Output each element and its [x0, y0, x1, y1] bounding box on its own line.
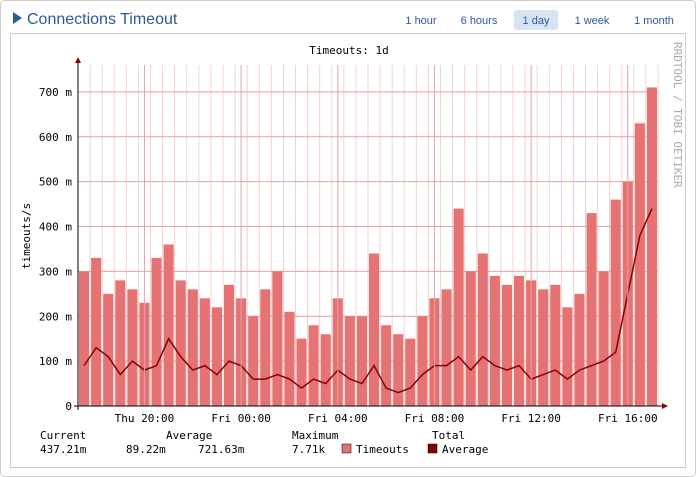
bar — [381, 325, 392, 406]
time-tab[interactable]: 1 hour — [405, 15, 437, 27]
bar — [634, 123, 645, 406]
bar — [477, 253, 488, 406]
legend-header: Current — [40, 429, 86, 442]
bar — [562, 307, 573, 406]
chart-title: Timeouts: 1d — [309, 44, 388, 57]
legend-value: 89.22m — [126, 443, 166, 456]
bar — [115, 280, 126, 406]
bar — [393, 334, 404, 406]
y-tick-label: 600 m — [39, 131, 72, 144]
y-tick-label: 0 — [65, 400, 72, 413]
y-tick-label: 300 m — [39, 265, 72, 278]
bar — [224, 284, 235, 406]
bar — [465, 271, 476, 406]
bar — [550, 284, 561, 406]
bar — [501, 284, 512, 406]
bar — [175, 280, 186, 406]
legend-header: Average — [166, 429, 212, 442]
x-tick-label: Fri 12:00 — [501, 412, 561, 425]
bar — [405, 338, 416, 406]
legend-swatch — [341, 443, 352, 454]
y-tick-label: 500 m — [39, 176, 72, 189]
legend-entry: Average — [442, 443, 488, 456]
legend-entry: Timeouts — [356, 443, 409, 456]
bar — [610, 199, 621, 406]
legend-header: Maximum — [292, 429, 339, 442]
tabs: 1 hour 6 hours 1 day 1 week 1 month — [405, 10, 674, 30]
y-axis-label: timeouts/s — [20, 203, 33, 269]
time-tab[interactable]: 6 hours — [461, 15, 498, 27]
bar — [320, 334, 331, 406]
bar — [79, 271, 90, 406]
legend-header: Total — [432, 429, 465, 442]
bar — [248, 316, 259, 406]
bar — [308, 325, 319, 406]
active-tab-bg — [514, 10, 558, 30]
legend-swatch — [427, 443, 438, 454]
legend-value: 721.63m — [198, 443, 245, 456]
x-tick-label: Fri 08:00 — [405, 412, 465, 425]
bar — [574, 293, 585, 406]
bar — [441, 289, 452, 406]
y-tick-label: 200 m — [39, 310, 72, 323]
bar — [199, 298, 210, 406]
bar — [453, 208, 464, 406]
bar — [344, 316, 355, 406]
bar — [369, 253, 380, 406]
y-arrow — [75, 57, 81, 63]
legend: Current Average Maximum Total 437.21m 89.22m 7… — [40, 429, 488, 456]
bar — [646, 87, 657, 407]
panel-title: Connections Timeout — [27, 11, 178, 28]
plot: 0 100 m 200 m 300 m 400 m 500 m 600 m 700 m Thu … — [39, 57, 668, 425]
time-tab[interactable]: 1 week — [575, 15, 610, 27]
bar — [489, 275, 500, 406]
y-tick-label: 400 m — [39, 221, 72, 234]
collapse-arrow[interactable] — [13, 12, 22, 24]
bar — [211, 307, 222, 406]
x-tick-label: Thu 20:00 — [115, 412, 175, 425]
time-tab[interactable]: 1 month — [634, 15, 674, 27]
bar — [127, 289, 138, 406]
bar — [272, 271, 283, 406]
bar — [586, 213, 597, 406]
bar — [151, 257, 162, 406]
bar — [187, 289, 198, 406]
bar — [538, 289, 549, 406]
y-tick-label: 700 m — [39, 86, 72, 99]
watermark: RRDTOOL / TOBI OETIKER — [671, 42, 684, 188]
legend-value: 7.71k — [292, 443, 325, 456]
bar — [598, 271, 609, 406]
average-line — [83, 208, 653, 394]
legend-value: 437.21m — [40, 443, 87, 456]
bar — [163, 244, 174, 406]
bar — [417, 316, 428, 406]
bar — [296, 338, 307, 406]
bar — [284, 311, 295, 406]
time-tab[interactable]: 1 day — [523, 15, 550, 27]
bar — [356, 316, 367, 406]
x-tick-label: Fri 00:00 — [211, 412, 271, 425]
x-tick-label: Fri 16:00 — [598, 412, 658, 425]
bar — [91, 257, 102, 406]
bar — [260, 289, 271, 406]
x-arrow — [662, 403, 668, 409]
bar — [514, 275, 525, 406]
x-tick-label: Fri 04:00 — [308, 412, 368, 425]
y-tick-label: 100 m — [39, 355, 72, 368]
bar — [103, 293, 114, 406]
